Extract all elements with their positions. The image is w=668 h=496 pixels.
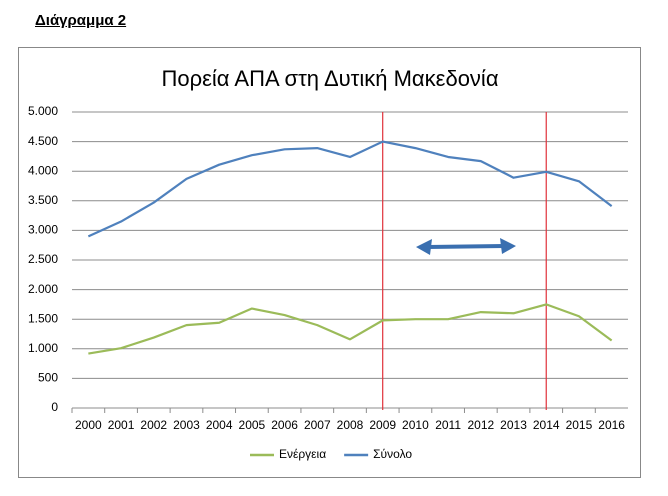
- x-tick-label: 2000: [75, 418, 102, 432]
- arrow-head: [416, 239, 432, 255]
- x-tick-label: 2009: [369, 418, 396, 432]
- series-line: [88, 303, 613, 355]
- chart-title: Πορεία ΑΠΑ στη Δυτική Μακεδονία: [161, 66, 498, 91]
- arrow-shaft: [427, 244, 505, 249]
- x-tick-label: 2011: [435, 418, 461, 432]
- y-tick-label: 1.000: [28, 341, 58, 355]
- x-tick-label: 2003: [173, 418, 200, 432]
- x-tick-label: 2006: [271, 418, 298, 432]
- x-tick-label: 2001: [108, 418, 135, 432]
- legend-label: Σύνολο: [373, 447, 412, 461]
- x-tick-label: 2014: [533, 418, 560, 432]
- y-tick-label: 2.000: [28, 282, 58, 296]
- x-tick-label: 2002: [140, 418, 167, 432]
- y-tick-label: 5.000: [28, 104, 58, 118]
- x-tick-label: 2013: [500, 418, 527, 432]
- y-tick-label: 2.500: [28, 252, 58, 266]
- legend-label: Ενέργεια: [279, 447, 326, 461]
- x-tick-label: 2008: [337, 418, 364, 432]
- series-line: [87, 140, 613, 238]
- y-tick-label: 3.000: [28, 223, 58, 237]
- x-tick-label: 2016: [598, 418, 625, 432]
- y-tick-label: 0: [51, 400, 58, 414]
- y-tick-label: 500: [38, 371, 58, 385]
- x-tick-label: 2004: [206, 418, 233, 432]
- y-tick-label: 4.000: [28, 163, 58, 177]
- y-tick-label: 4.500: [28, 134, 58, 148]
- x-tick-label: 2012: [467, 418, 494, 432]
- arrow-head: [500, 238, 516, 254]
- x-tick-label: 2010: [402, 418, 429, 432]
- y-tick-label: 3.500: [28, 193, 58, 207]
- y-tick-label: 1.500: [28, 311, 58, 325]
- x-tick-label: 2005: [239, 418, 266, 432]
- chart-frame: [18, 47, 641, 478]
- x-tick-label: 2007: [304, 418, 331, 432]
- heading: Διάγραμμα 2: [35, 12, 127, 29]
- x-tick-label: 2015: [566, 418, 593, 432]
